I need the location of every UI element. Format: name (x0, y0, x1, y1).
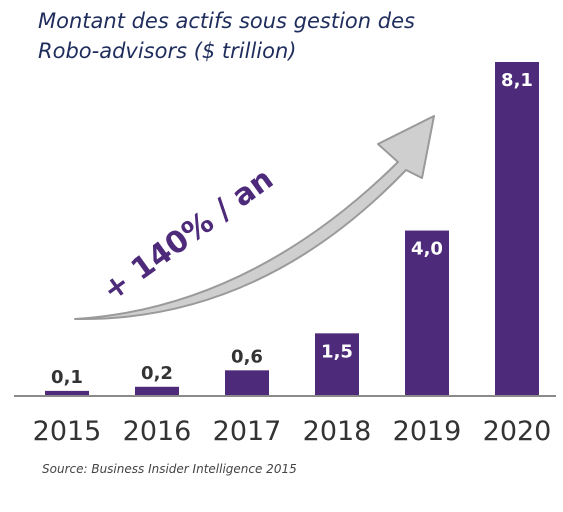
bar-2017 (225, 370, 269, 395)
x-tick-label-2018: 2018 (303, 416, 372, 447)
x-axis-ticks: 2015 2016 2017 2018 2019 2020 (33, 416, 552, 447)
data-label-2015: 0,1 (51, 367, 83, 388)
x-tick-label-2016: 2016 (123, 416, 192, 447)
source-note: Source: Business Insider Intelligence 20… (42, 462, 297, 476)
growth-label: + 140% / an (96, 162, 280, 309)
bar-2015 (45, 390, 89, 395)
x-tick-label-2020: 2020 (483, 416, 552, 447)
data-label-2017: 0,6 (231, 346, 263, 367)
chart-title-line-2: Robo-advisors ($ trillion) (38, 39, 297, 63)
data-label-2018: 1,5 (321, 341, 353, 362)
bar-2018 (315, 333, 359, 395)
data-label-2019: 4,0 (411, 239, 443, 260)
x-tick-label-2015: 2015 (33, 416, 102, 447)
data-label-2016: 0,2 (141, 363, 173, 384)
chart-title-line-1: Montant des actifs sous gestion des (38, 9, 415, 33)
bar-2020 (495, 62, 539, 395)
x-tick-label-2017: 2017 (213, 416, 282, 447)
chart-title: Montant des actifs sous gestion des Robo… (38, 6, 508, 66)
data-label-2020: 8,1 (501, 70, 533, 91)
growth-arrow: + 140% / an (74, 115, 435, 321)
x-tick-label-2019: 2019 (393, 416, 462, 447)
bar-2019 (405, 230, 449, 395)
bars: 0,1 0,2 0,6 1,5 4,0 8,1 (45, 62, 539, 395)
bar-2016 (135, 386, 179, 395)
growth-arrow-shape (74, 115, 435, 321)
